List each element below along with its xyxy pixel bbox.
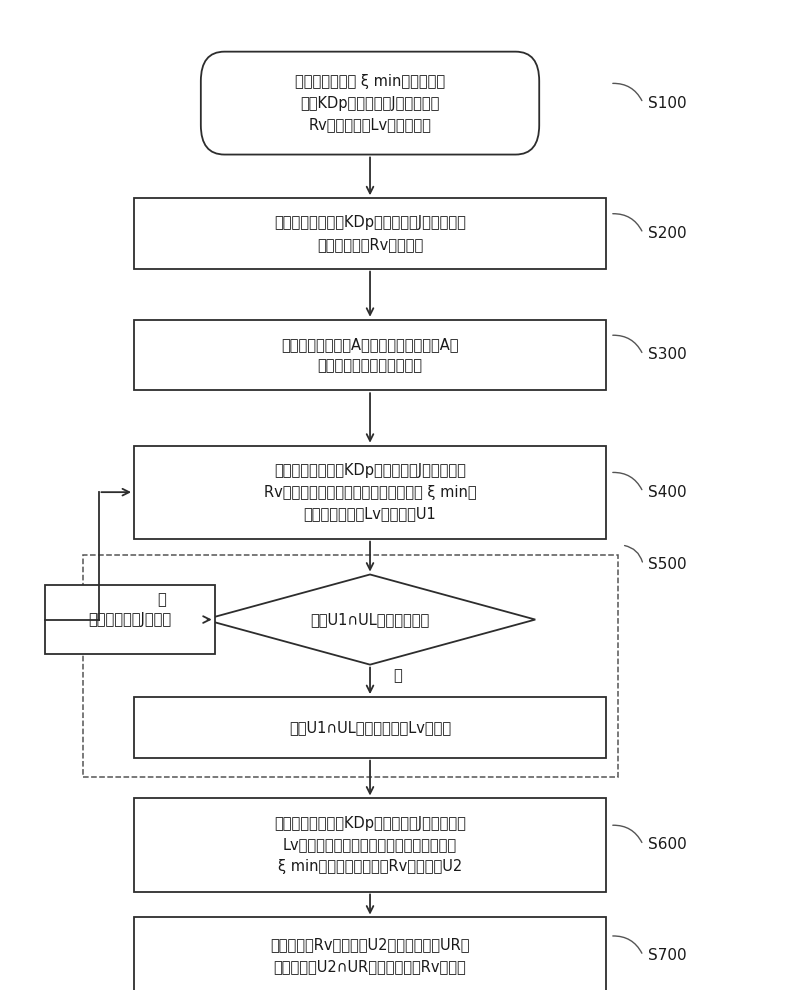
Bar [134,320,606,390]
Text: 设定有功下垂系数KDp及虚拟惯量J为最大值，
设定虚拟电阻Rv为最小值: 设定有功下垂系数KDp及虚拟惯量J为最大值， 设定虚拟电阻Rv为最小值 [273,215,465,252]
Text: 根据有功下垂系数KDp、虚拟惯量J及虚拟电感
Lv的取值，所述阻尼比表达式及最小阻尼比
ξ min计算得到虚拟电阻Rv的可行域U2: 根据有功下垂系数KDp、虚拟惯量J及虚拟电感 Lv的取值，所述阻尼比表达式及最小… [273,816,465,874]
Text: 获取最小阻尼比 ξ min、有功下垂
系数KDp、虚拟惯量J、虚拟电阻
Rv和虚拟电感Lv的调节范围: 获取最小阻尼比 ξ min、有功下垂 系数KDp、虚拟惯量J、虚拟电阻 Rv和虚… [294,74,444,132]
Text: S200: S200 [647,226,686,241]
Text: 将虚拟电阻Rv的可行域U2与其调节范围UR取
交集，根据U2∩UR设定虚拟电阻Rv的取值: 将虚拟电阻Rv的可行域U2与其调节范围UR取 交集，根据U2∩UR设定虚拟电阻R… [270,937,469,974]
Text: 减小虚拟惯量J的取值: 减小虚拟惯量J的取值 [88,612,172,627]
Bar [46,585,214,654]
Text: 否: 否 [393,668,402,683]
Text: S100: S100 [647,96,686,111]
Bar [134,798,606,892]
Text: 是: 是 [157,592,166,607]
Bar [83,555,618,777]
Bar [134,697,606,758]
Text: S700: S700 [647,948,686,963]
Bar [134,917,606,994]
Text: 判断U1∩UL是否为空集？: 判断U1∩UL是否为空集？ [310,612,429,627]
Text: 建立状态空间矩阵A，根据状态空间矩阵A计
算系统的一组阻尼比表达式: 建立状态空间矩阵A，根据状态空间矩阵A计 算系统的一组阻尼比表达式 [281,337,458,373]
Text: 根据有功下垂系数KDp、虚拟惯量J及虚拟电阻
Rv的取值，阻尼比表达式及最小阻尼比 ξ min计
算得到虚拟电感Lv的可行域U1: 根据有功下垂系数KDp、虚拟惯量J及虚拟电阻 Rv的取值，阻尼比表达式及最小阻尼… [263,463,476,521]
FancyBboxPatch shape [200,52,539,155]
Text: S500: S500 [647,557,686,572]
Polygon shape [205,574,535,665]
Text: S400: S400 [647,485,686,500]
Text: 根据U1∩UL设定虚拟电感Lv的取值: 根据U1∩UL设定虚拟电感Lv的取值 [289,720,451,735]
Bar [134,446,606,539]
Text: S300: S300 [647,347,686,362]
Text: S600: S600 [647,837,686,852]
Bar [134,198,606,269]
